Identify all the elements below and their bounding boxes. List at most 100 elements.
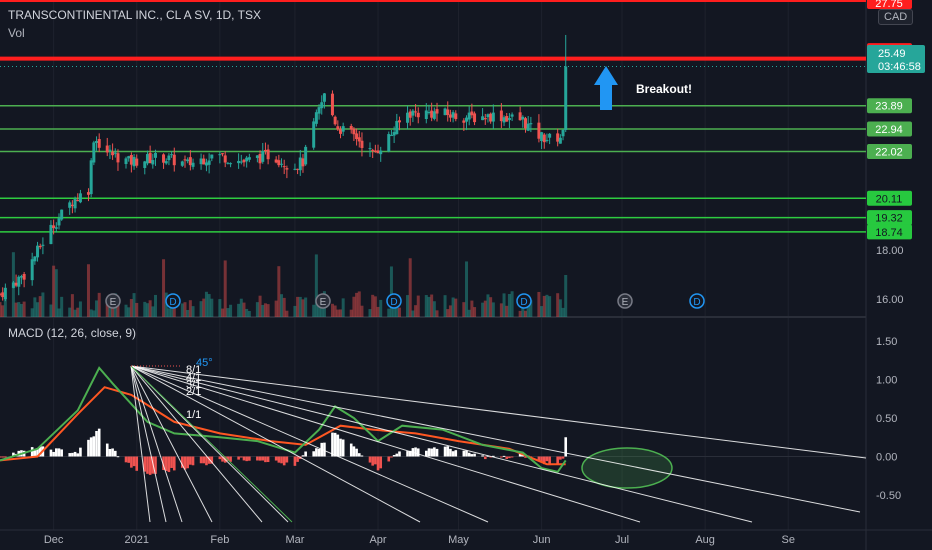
level-price-tag-bg	[867, 224, 912, 240]
volume-bar	[132, 293, 136, 317]
volume-bar	[247, 310, 251, 317]
histogram-bar	[483, 456, 487, 460]
candle-body	[151, 160, 155, 165]
candle-body	[473, 113, 477, 123]
histogram-bar	[191, 456, 195, 466]
candle-body	[454, 113, 458, 120]
volume-bar	[210, 298, 214, 317]
volume-bar	[368, 309, 372, 317]
candle-body	[443, 108, 447, 116]
candle-body	[312, 121, 316, 148]
histogram-bar	[293, 456, 297, 466]
volume-bar	[261, 304, 265, 317]
candle-body	[92, 142, 96, 163]
volume-bar	[523, 310, 527, 317]
volume-bar	[537, 291, 541, 317]
histogram-bar	[489, 456, 492, 458]
candle-body	[293, 168, 297, 170]
volume-bar	[432, 301, 436, 317]
time-tick: Mar	[285, 534, 304, 546]
candle-body	[320, 102, 324, 109]
histogram-bar	[395, 453, 399, 457]
candle-body	[561, 129, 565, 137]
histogram-bar	[510, 456, 514, 458]
volume-bar	[19, 303, 23, 317]
volume-bar	[186, 309, 190, 317]
macd-tick: 0.00	[876, 452, 897, 464]
volume-bar	[49, 304, 53, 317]
candle-body	[389, 135, 393, 137]
volume-label: Vol	[8, 26, 25, 40]
candle-body	[540, 132, 544, 141]
histogram-bar	[416, 448, 420, 457]
volume-bar	[502, 293, 506, 317]
histogram-bar	[502, 455, 506, 457]
candle-body	[226, 162, 230, 164]
price-axis[interactable]: 27.7525.8125.4903:46:5823.8922.9422.0220…	[44, 0, 925, 546]
top-price-tag: 27.75	[875, 0, 903, 10]
volume-bar	[3, 297, 7, 317]
candle-body	[33, 256, 37, 262]
histogram-bar	[97, 428, 101, 457]
histogram-bar	[317, 448, 321, 457]
earnings-marker-icon	[315, 293, 331, 309]
histogram-bar	[323, 442, 326, 457]
volume-bar	[296, 296, 300, 317]
candle-body	[282, 166, 286, 168]
histogram-bar	[57, 448, 61, 457]
volume-bar	[408, 258, 412, 317]
histogram-bar	[218, 456, 222, 460]
volume-bar	[545, 294, 549, 317]
histogram-bar	[229, 456, 232, 462]
candle-body	[41, 244, 45, 246]
time-tick: Aug	[695, 534, 715, 546]
candle-body	[145, 154, 149, 164]
volume-bar	[564, 275, 568, 317]
histogram-bar	[352, 446, 356, 457]
horizontal-levels[interactable]	[0, 0, 866, 233]
candle-body	[470, 111, 474, 116]
candle-body	[19, 276, 23, 278]
volume-bar	[68, 307, 72, 317]
gann-fan[interactable]: 8/14/13/12/1 1/1 45° Breakout!	[130, 66, 867, 523]
time-tick: Jun	[533, 534, 551, 546]
volume-bar	[491, 302, 495, 317]
time-tick: Jul	[615, 534, 629, 546]
volume-bar	[435, 310, 439, 317]
volume-bar	[558, 299, 562, 317]
countdown-label: 03:46:58	[878, 61, 921, 73]
candle-series	[0, 34, 568, 302]
earnings-marker-icon	[617, 293, 633, 309]
histogram-bar	[248, 456, 251, 461]
candle-body	[22, 274, 26, 280]
candle-body	[255, 155, 259, 159]
volume-bar	[376, 306, 380, 317]
volume-bar	[462, 302, 466, 317]
volume-bar	[510, 291, 514, 317]
candle-body	[368, 148, 372, 150]
fan-line	[130, 365, 867, 459]
candle-body	[505, 115, 509, 122]
candle-body	[223, 155, 227, 163]
histogram-bar	[561, 456, 565, 459]
histogram-bar	[387, 456, 391, 462]
fan-label: 4/1	[186, 372, 201, 384]
symbol-title[interactable]: TRANSCONTINENTAL INC., CL A SV, 1D, TSX	[8, 8, 261, 22]
histogram-bar	[264, 456, 267, 463]
currency-button[interactable]: CAD	[878, 9, 914, 25]
volume-bar	[465, 261, 469, 317]
volume-bar	[218, 299, 222, 317]
volume-bar	[540, 306, 544, 317]
last-price-bg	[867, 45, 925, 73]
dividend-marker-label: D	[169, 297, 176, 308]
volume-bar	[467, 309, 471, 317]
macd-label[interactable]: MACD (12, 26, close, 9)	[8, 326, 137, 340]
dividend-marker-label: D	[520, 297, 527, 308]
histogram-bar	[148, 456, 152, 475]
breakout-label: Breakout!	[636, 82, 692, 96]
volume-bar	[245, 308, 249, 317]
histogram-bar	[424, 450, 428, 457]
fan-line	[130, 365, 213, 523]
